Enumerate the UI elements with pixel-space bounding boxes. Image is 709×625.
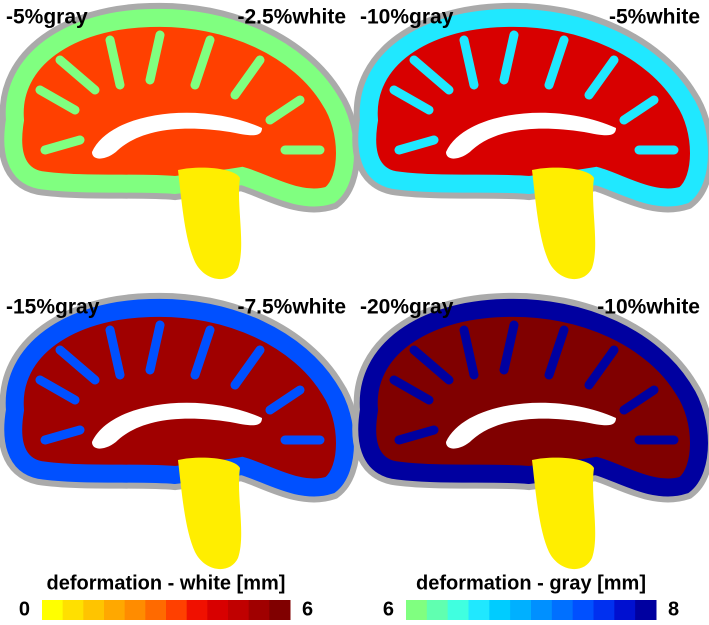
colorbar-swatch — [248, 600, 270, 620]
colorbar-swatch — [145, 600, 167, 620]
colorbar-swatch — [166, 600, 188, 620]
white-label: -2.5%white — [237, 6, 346, 29]
white-label: -5%white — [609, 6, 700, 29]
colorbar-swatch — [551, 600, 574, 620]
colorbar-max: 6 — [302, 598, 313, 620]
colorbar-swatch — [635, 600, 657, 620]
colorbar-swatch — [614, 600, 636, 620]
colorbar-swatch — [468, 600, 490, 620]
panel — [367, 308, 699, 569]
brain-image — [13, 18, 345, 279]
colorbar-title: deformation - white [mm] — [47, 572, 286, 594]
colorbar-swatch — [83, 600, 105, 620]
colorbar-swatch — [406, 600, 428, 620]
colorbar-swatch — [593, 600, 615, 620]
gray-label: -5%gray — [6, 6, 88, 29]
colorbar-min: 6 — [383, 598, 394, 620]
colorbar-swatch — [124, 600, 146, 620]
colorbar-swatch — [269, 600, 291, 620]
gray-label: -20%gray — [360, 296, 454, 319]
colorbar-swatch — [186, 600, 208, 620]
brain-image — [367, 308, 699, 569]
gray-label: -10%gray — [360, 6, 454, 29]
white-label: -7.5%white — [237, 296, 346, 319]
colorbar-swatch — [447, 600, 469, 620]
brain-image — [13, 308, 345, 569]
colorbar-swatch — [489, 600, 511, 620]
brain-image — [367, 18, 699, 279]
colorbar-swatch — [531, 600, 553, 620]
colorbar-swatch — [62, 600, 84, 620]
colorbar-swatch — [104, 600, 126, 620]
panel — [13, 308, 345, 569]
colorbar-swatch — [510, 600, 532, 620]
gray-label: -15%gray — [6, 296, 100, 319]
white-label: -10%white — [597, 296, 700, 319]
colorbar-swatch — [207, 600, 229, 620]
colorbar-swatch — [228, 600, 250, 620]
colorbar-max: 8 — [668, 598, 679, 620]
colorbar-swatch — [572, 600, 594, 620]
colorbar-swatch — [42, 600, 64, 620]
panel — [367, 18, 699, 279]
colorbar-min: 0 — [19, 598, 30, 620]
colorbar-swatch — [426, 600, 449, 620]
panel — [13, 18, 345, 279]
colorbar-title: deformation - gray [mm] — [416, 572, 646, 594]
